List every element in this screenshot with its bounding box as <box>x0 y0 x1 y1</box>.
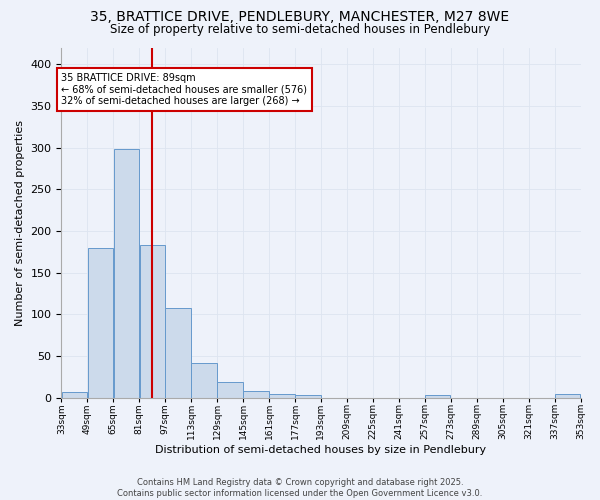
Text: Size of property relative to semi-detached houses in Pendlebury: Size of property relative to semi-detach… <box>110 22 490 36</box>
Bar <box>166 308 191 398</box>
Bar <box>295 395 321 398</box>
Bar <box>191 362 217 398</box>
Bar <box>140 245 165 398</box>
Bar <box>425 395 451 398</box>
Y-axis label: Number of semi-detached properties: Number of semi-detached properties <box>15 120 25 326</box>
Bar <box>269 394 295 398</box>
Bar <box>88 248 113 398</box>
Text: Contains HM Land Registry data © Crown copyright and database right 2025.
Contai: Contains HM Land Registry data © Crown c… <box>118 478 482 498</box>
Text: 35, BRATTICE DRIVE, PENDLEBURY, MANCHESTER, M27 8WE: 35, BRATTICE DRIVE, PENDLEBURY, MANCHEST… <box>91 10 509 24</box>
Bar <box>113 149 139 398</box>
Bar <box>555 394 580 398</box>
Bar <box>244 391 269 398</box>
Bar <box>62 392 87 398</box>
Bar <box>217 382 243 398</box>
X-axis label: Distribution of semi-detached houses by size in Pendlebury: Distribution of semi-detached houses by … <box>155 445 487 455</box>
Text: 35 BRATTICE DRIVE: 89sqm
← 68% of semi-detached houses are smaller (576)
32% of : 35 BRATTICE DRIVE: 89sqm ← 68% of semi-d… <box>61 72 307 106</box>
